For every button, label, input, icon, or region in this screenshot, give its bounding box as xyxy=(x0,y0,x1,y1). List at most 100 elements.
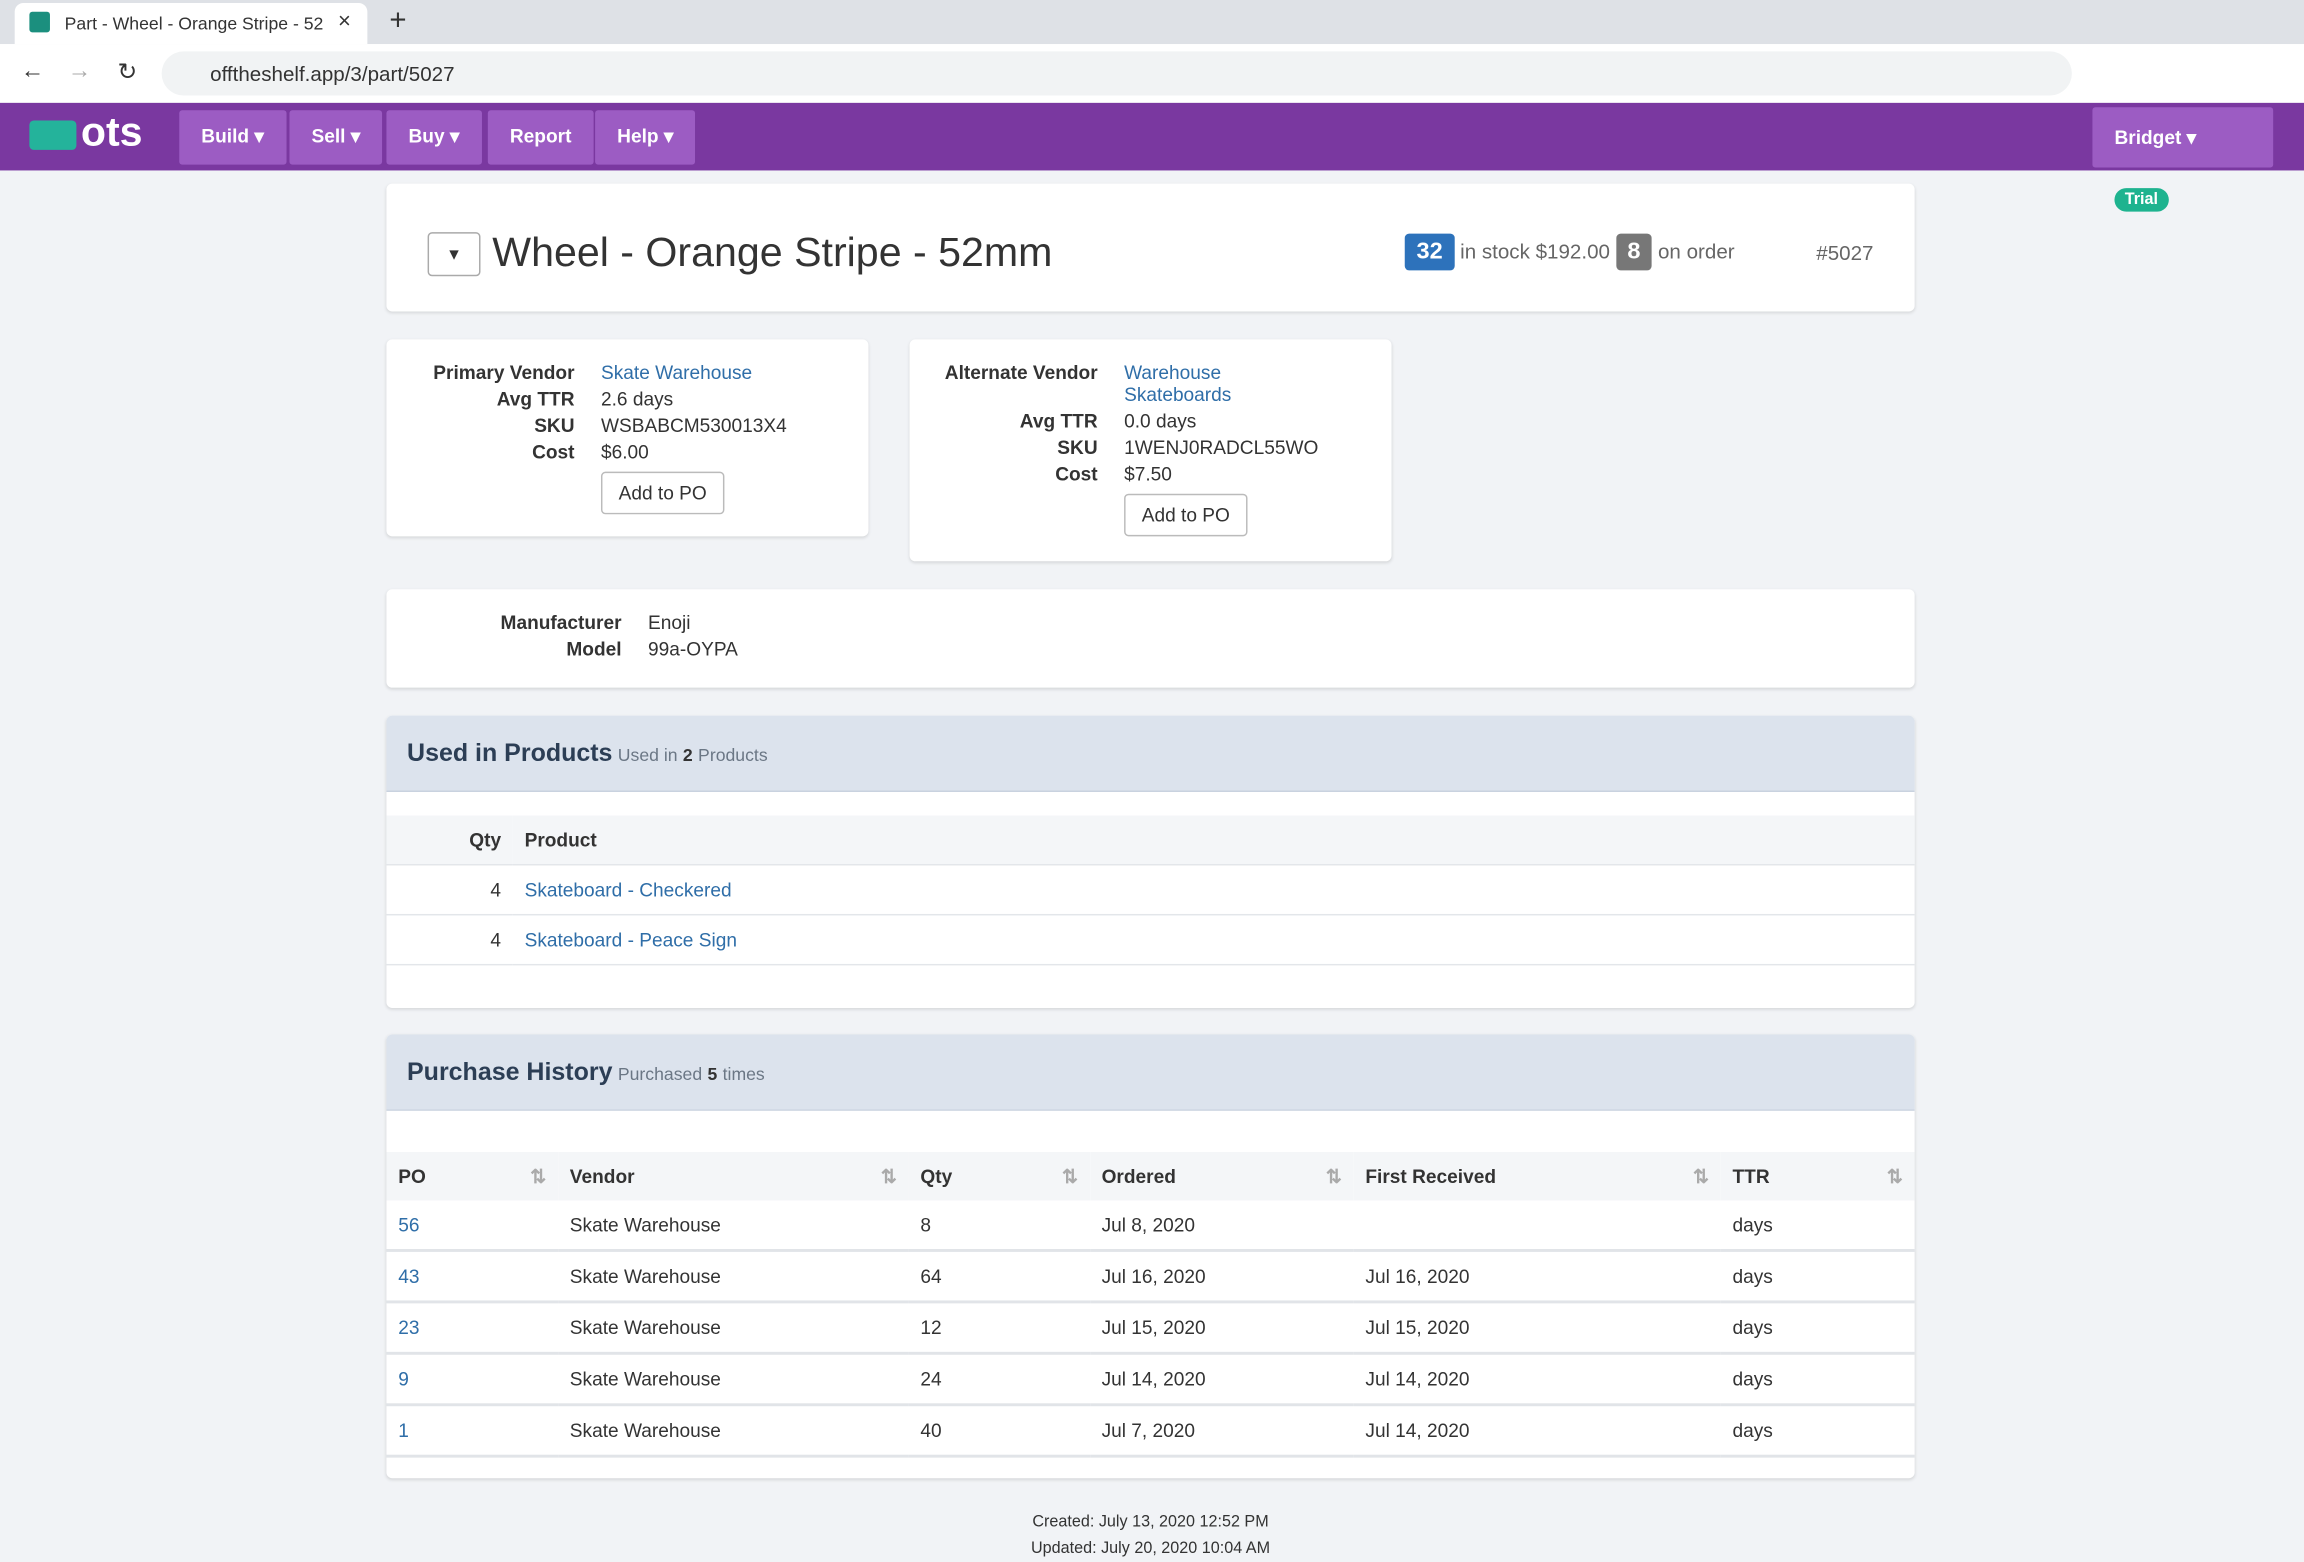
menu-help[interactable]: Help ▾ xyxy=(595,110,696,165)
label: Primary Vendor xyxy=(433,361,575,384)
add-to-po[interactable]: Add to PO xyxy=(1124,493,1248,537)
tab-bar xyxy=(0,0,2304,45)
cell: days xyxy=(1720,1353,1915,1407)
po-link[interactable]: 43 xyxy=(386,1250,559,1304)
tab[interactable]: Part - Wheel - Orange Stripe - 52 × xyxy=(14,2,368,45)
panel-sub: Used in xyxy=(617,744,678,766)
cell: Jul 7, 2020 xyxy=(1089,1404,1354,1458)
user-menu[interactable]: Bridget ▾ Trial xyxy=(2092,107,2274,212)
qty: 4 xyxy=(490,928,502,951)
po-link[interactable]: 1 xyxy=(386,1404,559,1458)
panel-sub: Purchased xyxy=(617,1063,703,1085)
cell: Jul 14, 2020 xyxy=(1353,1353,1721,1407)
panel-title: Used in Products xyxy=(407,739,613,768)
product-link[interactable]: Skateboard - Checkered xyxy=(524,878,732,901)
panel-sub: Products xyxy=(698,744,768,766)
menu-build[interactable]: Build ▾ xyxy=(179,110,287,165)
menu-label: Buy xyxy=(408,124,445,147)
sort-icon[interactable]: ⇅ xyxy=(1062,1165,1079,1188)
user-name: Bridget xyxy=(2114,126,2182,149)
row: 4 Skateboard - Peace Sign xyxy=(386,914,1915,965)
vendor-link[interactable]: Skate Warehouse xyxy=(600,361,753,384)
cell: Skate Warehouse xyxy=(558,1404,909,1458)
label: Avg TTR xyxy=(1019,409,1098,433)
column-header[interactable]: Qty ⇅ xyxy=(908,1152,1090,1201)
menu-label: Help xyxy=(617,124,659,147)
stock-value: $192.00 xyxy=(1535,239,1610,264)
order-label: on order xyxy=(1657,239,1735,264)
column-header[interactable]: PO ⇅ xyxy=(386,1152,559,1201)
label: Avg TTR xyxy=(496,387,575,410)
panel-heading: Used in Products Used in 2 Products xyxy=(386,715,1915,793)
column-header[interactable]: Vendor ⇅ xyxy=(558,1152,909,1201)
add-to-po[interactable]: Add to PO xyxy=(600,471,725,515)
manufacturer-info: Manufacturer Enoji Model 99a-OYPA xyxy=(401,611,738,659)
stock-label: in stock xyxy=(1460,239,1530,264)
cell xyxy=(1353,1200,1721,1252)
column-title: PO xyxy=(398,1165,426,1188)
label: Model xyxy=(566,637,622,660)
button-wrap: Add to PO xyxy=(600,467,792,515)
row: 23 Skate Warehouse 12 Jul 15, 2020 Jul 15, 2… xyxy=(386,1301,1915,1355)
reload[interactable]: ↻ xyxy=(117,60,138,86)
cell: days xyxy=(1720,1301,1915,1355)
column-header[interactable]: Ordered ⇅ xyxy=(1089,1152,1354,1201)
purchase-table: PO ⇅ Vendor ⇅ Qty ⇅ Ordered ⇅ First Received ⇅ TTR… xyxy=(386,1152,1915,1458)
cell: 24 xyxy=(908,1353,1090,1407)
column-header[interactable]: First Received ⇅ xyxy=(1353,1152,1721,1201)
menu-label: Sell xyxy=(311,124,346,147)
dropdown-toggle[interactable]: ▾ xyxy=(427,232,481,277)
menu-buy[interactable]: Buy ▾ xyxy=(386,110,482,165)
cell: Jul 14, 2020 xyxy=(1353,1404,1721,1458)
address-bar[interactable]: offtheshelf.app/3/part/5027 xyxy=(161,51,2072,96)
spacer xyxy=(354,467,574,514)
back[interactable]: ← xyxy=(20,58,45,84)
sort-icon[interactable]: ⇅ xyxy=(530,1165,547,1188)
trial-badge: Trial xyxy=(2114,188,2169,212)
label: SKU xyxy=(1057,436,1098,459)
updated: Updated: July 20, 2020 10:04 AM xyxy=(1031,1539,1271,1558)
panel-title: Purchase History xyxy=(407,1057,613,1086)
cell: days xyxy=(1720,1250,1915,1304)
header-row: Qty Product xyxy=(386,815,1915,865)
cell: days xyxy=(1720,1200,1915,1252)
favicon xyxy=(29,11,50,33)
row: 43 Skate Warehouse 64 Jul 16, 2020 Jul 16, 2… xyxy=(386,1250,1915,1304)
navbar: ots xyxy=(0,102,2304,171)
row: 4 Skateboard - Checkered xyxy=(386,864,1915,915)
stock-info: 32 in stock $192.00 8 on order xyxy=(1404,232,1735,272)
column-header[interactable]: TTR ⇅ xyxy=(1720,1152,1915,1201)
cell: Skate Warehouse xyxy=(558,1200,909,1252)
order-badge: 8 xyxy=(1615,233,1653,271)
tab-title: Part - Wheel - Orange Stripe - 52 xyxy=(64,13,324,34)
created: Created: July 13, 2020 12:52 PM xyxy=(1032,1513,1269,1532)
menu-sell[interactable]: Sell ▾ xyxy=(289,110,383,165)
po-link[interactable]: 23 xyxy=(386,1301,559,1355)
close-tab[interactable]: × xyxy=(337,8,351,34)
logo[interactable]: ots xyxy=(80,108,143,155)
po-link[interactable]: 56 xyxy=(386,1200,559,1252)
sort-icon[interactable]: ⇅ xyxy=(1886,1165,1903,1188)
cell: Skate Warehouse xyxy=(558,1301,909,1355)
menu-report[interactable]: Report xyxy=(487,110,594,165)
new-tab[interactable]: + xyxy=(389,4,407,37)
part-id: #5027 xyxy=(1816,240,1874,265)
menu-label: Build xyxy=(201,124,250,147)
cell: 8 xyxy=(908,1200,1090,1252)
po-link[interactable]: 9 xyxy=(386,1353,559,1407)
column-header: Qty xyxy=(386,815,513,865)
panel-count: 2 xyxy=(682,744,693,766)
product-link[interactable]: Skateboard - Peace Sign xyxy=(524,928,737,951)
vendor-link[interactable]: Warehouse Skateboards xyxy=(1124,361,1232,406)
manufacturer-card: Manufacturer Enoji Model 99a-OYPA xyxy=(386,589,1915,688)
sort-icon[interactable]: ⇅ xyxy=(880,1165,897,1188)
sort-icon[interactable]: ⇅ xyxy=(1692,1165,1709,1188)
column-title: Vendor xyxy=(569,1165,635,1188)
cell: 40 xyxy=(908,1404,1090,1458)
sort-icon[interactable]: ⇅ xyxy=(1325,1165,1342,1188)
label: Manufacturer xyxy=(500,611,622,634)
forward[interactable]: → xyxy=(67,58,92,84)
label: Cost xyxy=(532,440,575,463)
stock-badge: 32 xyxy=(1404,233,1455,271)
cell: Jul 15, 2020 xyxy=(1089,1301,1354,1355)
